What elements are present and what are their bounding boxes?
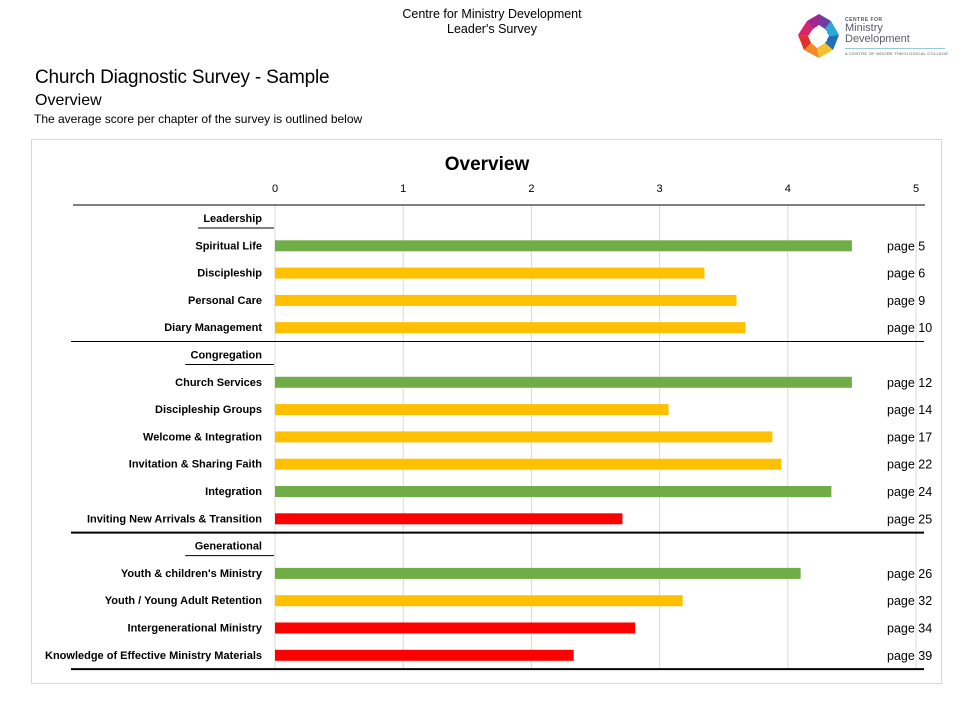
category-label: Integration xyxy=(205,486,262,498)
chart-rows: Leadership Spiritual Life page 5 Disciplesh… xyxy=(45,204,932,671)
page-reference: page 5 xyxy=(887,239,925,253)
hexagon-logo-icon xyxy=(798,14,839,58)
x-tick-label: 2 xyxy=(528,183,534,195)
category-label: Youth & children's Ministry xyxy=(121,568,263,580)
page-description: The average score per chapter of the sur… xyxy=(34,112,363,126)
category-label: Spiritual Life xyxy=(195,240,262,252)
page-reference: page 10 xyxy=(887,321,932,335)
category-label: Welcome & Integration xyxy=(143,431,262,443)
x-tick-label: 3 xyxy=(657,183,663,195)
bar-amber xyxy=(275,267,705,279)
page-reference: page 34 xyxy=(887,622,932,636)
category-label: Church Services xyxy=(175,377,262,389)
category-label: Personal Care xyxy=(188,295,262,307)
logo-name-line2: Development xyxy=(845,33,910,45)
category-label: Diary Management xyxy=(164,322,262,334)
bar-red xyxy=(275,513,623,525)
page-reference: page 24 xyxy=(887,485,932,499)
report-header-org: Centre for Ministry Development xyxy=(402,7,582,21)
page-reference: page 12 xyxy=(887,376,932,390)
bar-amber xyxy=(275,458,782,470)
logo-name-line1: Ministry xyxy=(845,22,883,34)
page-subtitle: Overview xyxy=(35,92,102,109)
bar-green xyxy=(275,376,852,388)
logo-small-caps: CENTRE FOR xyxy=(845,17,883,23)
x-tick-label: 0 xyxy=(272,183,278,195)
category-label: Discipleship Groups xyxy=(155,404,262,416)
cmd-logo: CENTRE FOR Ministry Development A CENTRE… xyxy=(795,12,955,60)
page-reference: page 25 xyxy=(887,512,932,526)
bar-amber xyxy=(275,595,683,607)
chart-frame xyxy=(31,139,942,684)
page-reference: page 9 xyxy=(887,294,925,308)
category-label: Intergenerational Ministry xyxy=(128,623,263,635)
group-label: Congregation xyxy=(191,350,263,362)
logo-divider xyxy=(845,48,945,49)
page-reference: page 6 xyxy=(887,267,925,281)
category-label: Youth / Young Adult Retention xyxy=(105,595,263,607)
x-tick-label: 4 xyxy=(785,183,791,195)
page-reference: page 22 xyxy=(887,458,932,472)
page-reference: page 26 xyxy=(887,567,932,581)
category-label: Discipleship xyxy=(197,268,262,280)
logo-tagline: A CENTRE OF MOORE THEOLOGICAL COLLEGE xyxy=(845,51,949,56)
category-label: Inviting New Arrivals & Transition xyxy=(87,513,262,525)
bar-amber xyxy=(275,404,669,416)
bar-green xyxy=(275,567,801,579)
chart-title: Overview xyxy=(445,154,530,175)
group-label: Generational xyxy=(195,541,262,553)
page-reference: page 14 xyxy=(887,403,932,417)
category-label: Invitation & Sharing Faith xyxy=(129,459,263,471)
bar-amber xyxy=(275,322,746,334)
bar-green xyxy=(275,486,832,497)
bar-red xyxy=(275,622,636,634)
report-header-survey: Leader's Survey xyxy=(447,22,537,36)
x-axis-ticks: 0 1 2 3 4 5 xyxy=(272,183,919,195)
bar-green xyxy=(275,240,852,252)
category-label: Knowledge of Effective Ministry Material… xyxy=(45,650,262,662)
page-title: Church Diagnostic Survey - Sample xyxy=(35,67,330,88)
x-tick-label: 1 xyxy=(400,183,406,195)
group-label: Leadership xyxy=(203,213,262,225)
page-reference: page 17 xyxy=(887,430,932,444)
page-reference: page 39 xyxy=(887,649,932,663)
bar-amber xyxy=(275,431,773,443)
bar-amber xyxy=(275,294,737,306)
report-header: Centre for Ministry Development Leader's… xyxy=(380,7,604,37)
page-reference: page 32 xyxy=(887,594,932,608)
bar-red xyxy=(275,649,574,661)
x-tick-label: 5 xyxy=(913,183,919,195)
